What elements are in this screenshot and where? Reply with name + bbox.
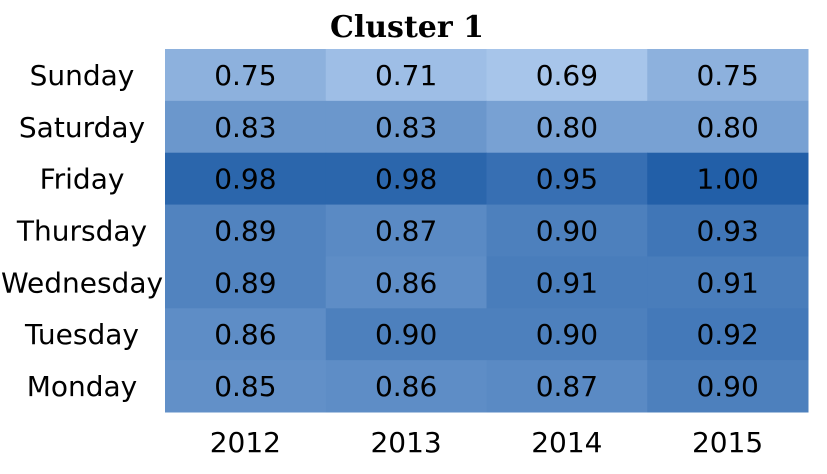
cell-value-label: 0.89 [214, 215, 276, 248]
cell-value-label: 0.92 [696, 318, 758, 351]
cell-value-label: 1.00 [696, 163, 758, 196]
cell-value-label: 0.86 [375, 370, 437, 403]
heatmap-cell [165, 360, 327, 413]
heatmap-cell [325, 100, 487, 154]
cell-value-label: 0.90 [375, 318, 437, 351]
heatmap-cell [486, 49, 648, 102]
heatmap-cell [647, 152, 809, 206]
row-label-saturday: Saturday [19, 111, 145, 144]
cell-value-label: 0.98 [214, 163, 276, 196]
cell-value-label: 0.83 [375, 111, 437, 144]
cell-value-label: 0.90 [696, 370, 758, 403]
cell-value-label: 0.98 [375, 163, 437, 196]
cell-value-label: 0.85 [214, 370, 276, 403]
heatmap-cell [165, 256, 327, 309]
cell-value-label: 0.87 [536, 370, 598, 403]
cell-value-label: 0.93 [696, 215, 758, 248]
chart-title: Cluster 1 [330, 10, 484, 45]
row-label-tuesday: Tuesday [24, 318, 139, 351]
column-label-2012: 2012 [210, 426, 281, 459]
heatmap-cell [647, 360, 809, 413]
heatmap-cell [486, 256, 648, 309]
heatmap-cell [647, 49, 809, 102]
cell-value-label: 0.75 [214, 59, 276, 92]
heatmap-cell [165, 49, 327, 102]
heatmap-cell [647, 204, 809, 257]
row-label-monday: Monday [27, 370, 138, 403]
heatmap-cell [486, 308, 648, 361]
cell-value-label: 0.86 [375, 266, 437, 299]
heatmap-cell [165, 308, 327, 361]
heatmap-cell [325, 49, 487, 102]
cell-value-label: 0.90 [536, 215, 598, 248]
cell-value-label: 0.91 [536, 266, 598, 299]
heatmap-cell [165, 204, 327, 257]
cell-value-label: 0.75 [696, 59, 758, 92]
row-labels: Sunday Saturday Friday Thursday Wednesday Tue… [1, 59, 163, 403]
row-label-thursday: Thursday [16, 215, 147, 248]
heatmap-cell [486, 204, 648, 257]
heatmap-cell [325, 256, 487, 309]
heatmap-cell [325, 204, 487, 257]
heatmap-cell [325, 308, 487, 361]
cell-value-label: 0.89 [214, 266, 276, 299]
row-label-friday: Friday [40, 163, 125, 196]
heatmap-cells: 0.75 0.71 0.69 0.75 0.83 0.83 0.80 0.80 0.98 0.98… [165, 49, 809, 413]
cell-value-label: 0.80 [536, 111, 598, 144]
cell-value-label: 0.83 [214, 111, 276, 144]
column-labels: 2012 2013 2014 2015 [210, 426, 764, 459]
cell-value-label: 0.80 [696, 111, 758, 144]
heatmap-cell [647, 256, 809, 309]
row-label-sunday: Sunday [30, 59, 135, 92]
heatmap-cell [486, 152, 648, 206]
cell-value-label: 0.86 [214, 318, 276, 351]
cell-value-label: 0.71 [375, 59, 437, 92]
heatmap-cell [325, 152, 487, 206]
column-label-2013: 2013 [370, 426, 441, 459]
heatmap-cell [647, 100, 809, 154]
heatmap-cell [165, 152, 327, 206]
cell-value-label: 0.91 [696, 266, 758, 299]
column-label-2014: 2014 [531, 426, 602, 459]
heatmap-cell [486, 360, 648, 413]
column-label-2015: 2015 [692, 426, 763, 459]
heatmap-cell [165, 100, 327, 154]
heatmap-cell [647, 308, 809, 361]
heatmap-cell [325, 360, 487, 413]
row-label-wednesday: Wednesday [1, 266, 163, 299]
cell-value-label: 0.69 [536, 59, 598, 92]
cell-value-label: 0.87 [375, 215, 437, 248]
heatmap-cell [486, 100, 648, 154]
cell-value-label: 0.95 [536, 163, 598, 196]
cell-value-label: 0.90 [536, 318, 598, 351]
